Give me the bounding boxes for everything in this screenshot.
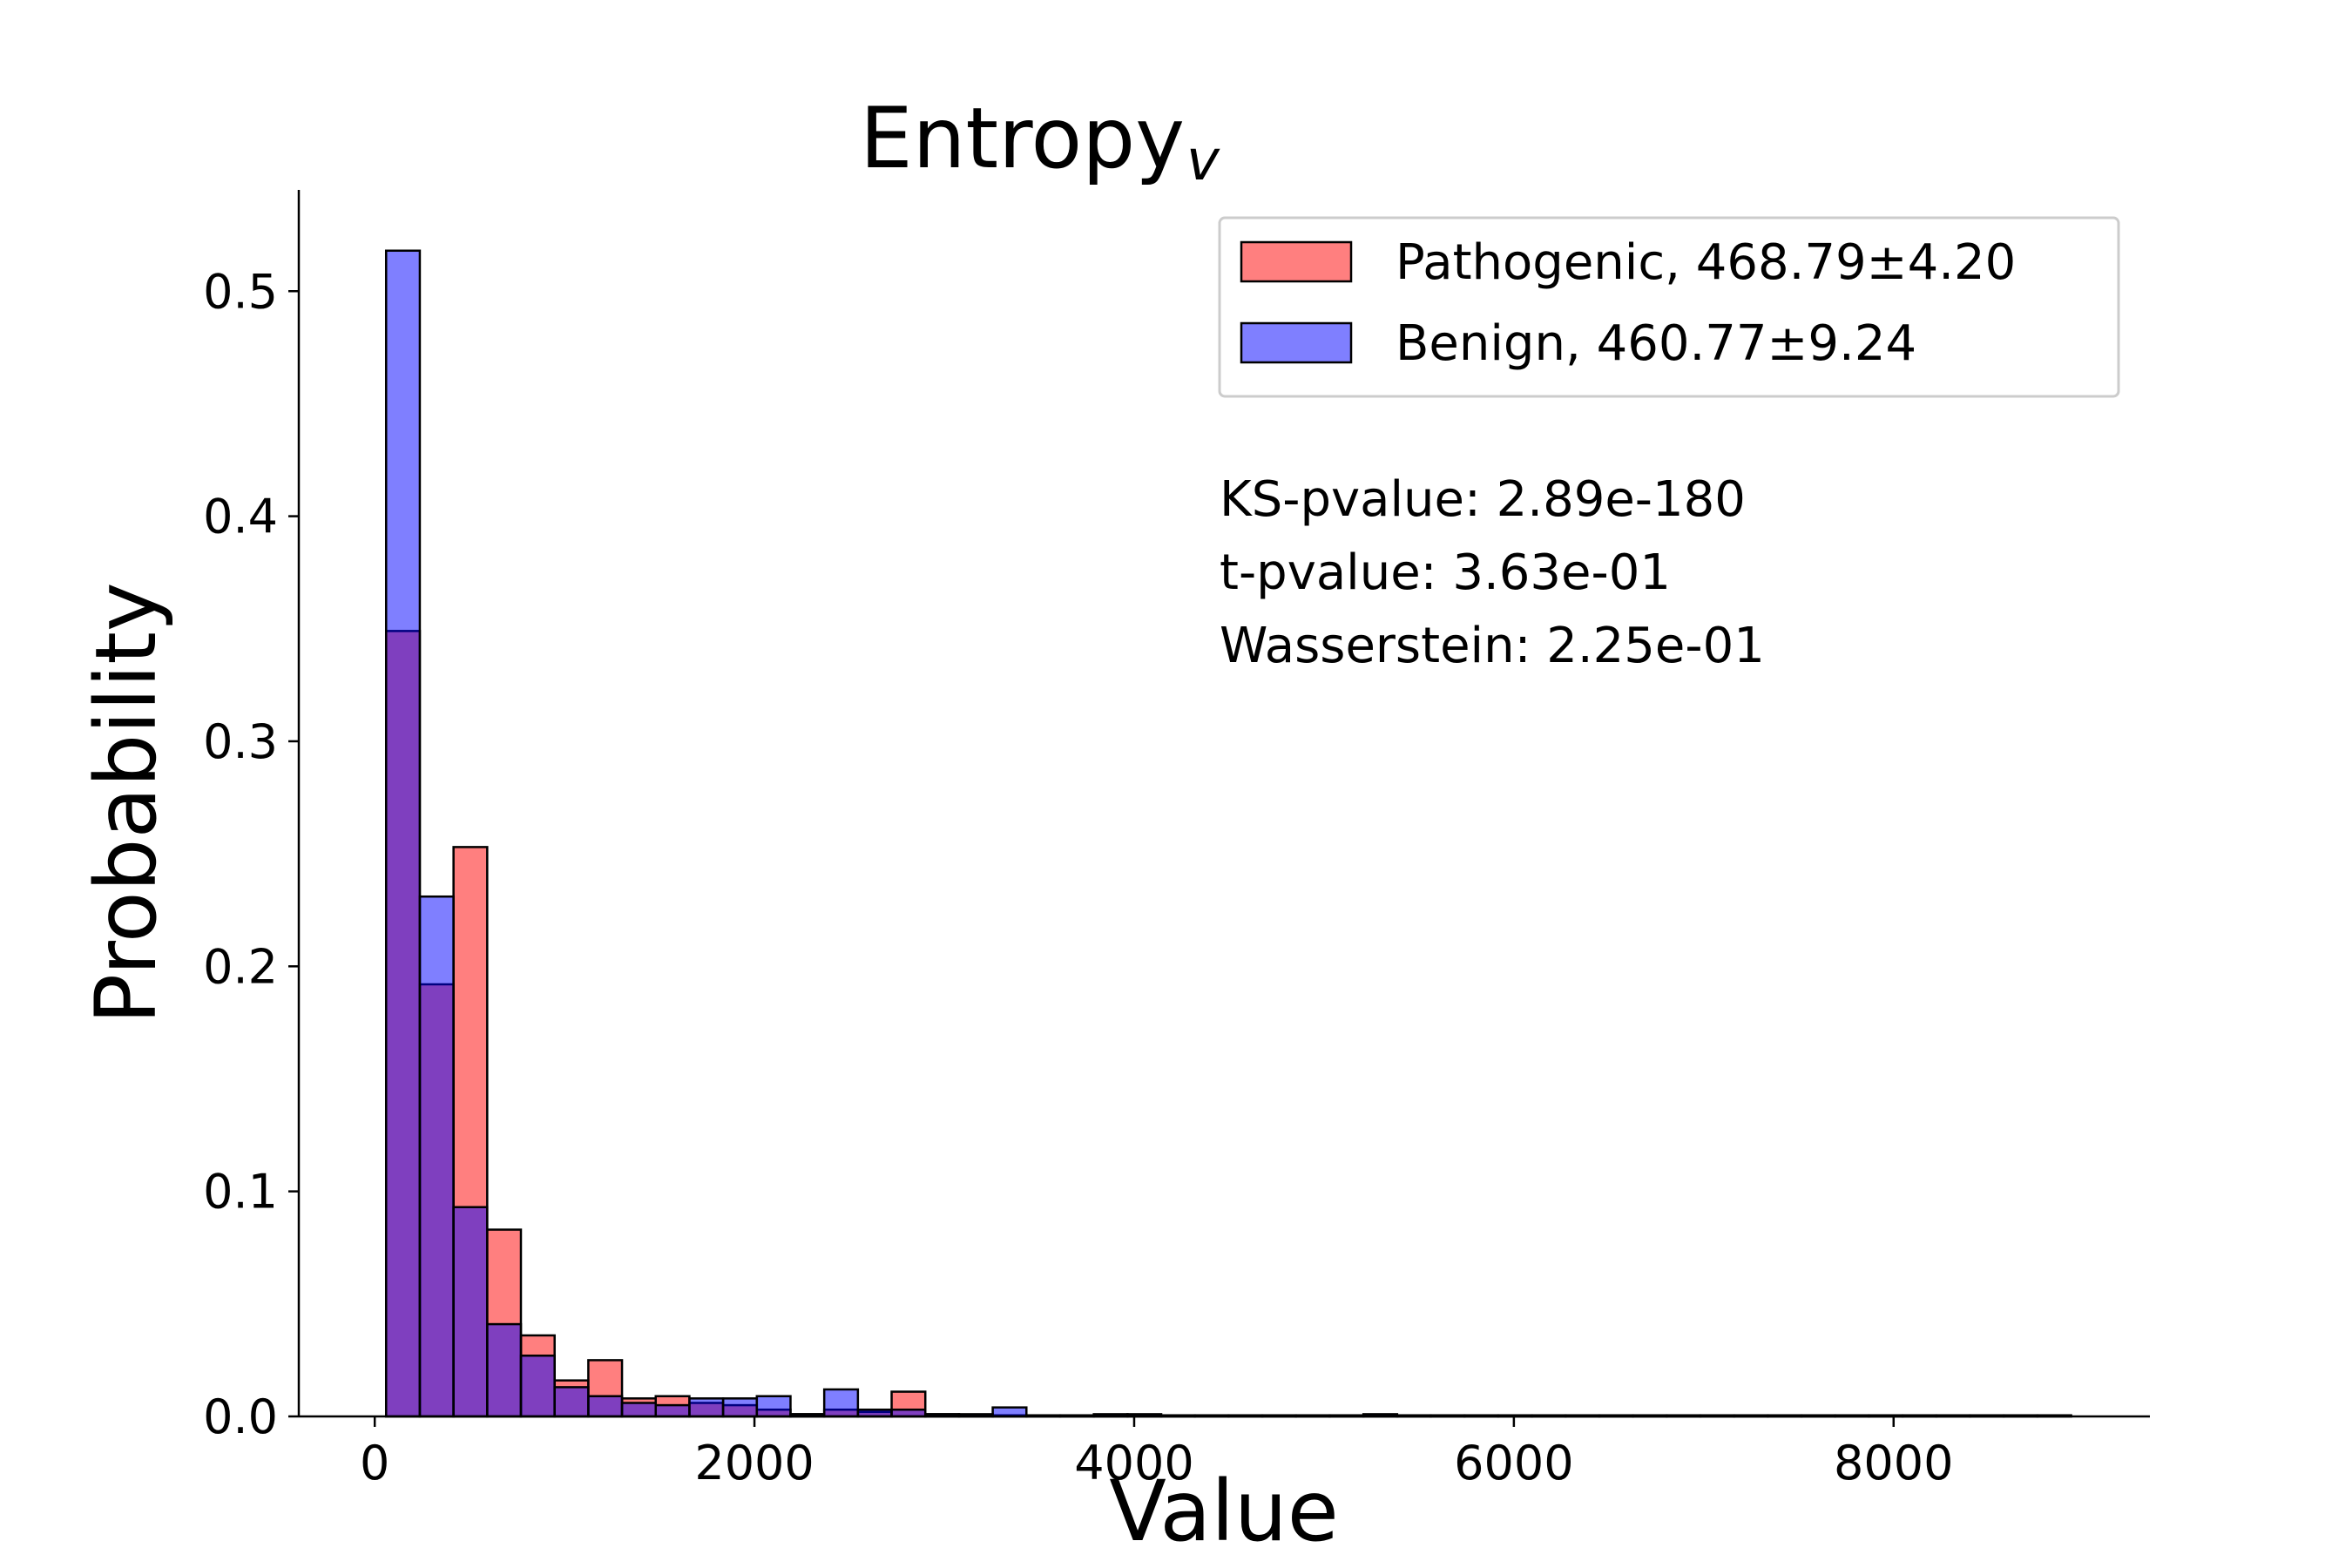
bar-benign-7 [620,1402,657,1418]
x-tick-label: 4000 [1074,1436,1193,1490]
t-pvalue-text: t-pvalue: 3.63e-01 [1220,544,1671,601]
bar-benign-11 [755,1395,792,1418]
ks-pvalue-text: KS-pvalue: 2.89e-180 [1220,471,1746,528]
bar-benign-18 [991,1406,1028,1418]
legend-label-benign: Benign, 460.77±9.24 [1396,315,1916,372]
legend-label-pathogenic: Pathogenic, 468.79±4.20 [1396,234,2016,291]
bar-benign-5 [553,1386,590,1418]
x-tick-label: 2000 [694,1436,814,1490]
y-axis-label: Probability [78,582,175,1024]
legend-frame [1218,216,2120,398]
y-tick-label: 0.0 [203,1389,278,1444]
histogram-bars [385,249,2072,1418]
bar-benign-13 [822,1388,860,1418]
y-tick-label: 0.2 [203,939,278,994]
bar-benign-2 [452,1206,489,1418]
y-tick-label: 0.3 [203,714,278,769]
bar-benign-4 [519,1354,556,1418]
y-tick-label: 0.4 [203,490,278,544]
y-tick-label: 0.5 [203,264,278,319]
x-tick-label: 6000 [1454,1436,1573,1490]
y-tick-label: 0.1 [203,1165,278,1220]
legend: Pathogenic, 468.79±4.20 Benign, 460.77±9… [1218,216,2120,398]
chart-title: Entropy [860,90,1185,187]
y-ticks: 0.0 0.1 0.2 0.3 0.4 0.5 [203,264,299,1444]
x-ticks: 0 2000 4000 6000 8000 [360,1416,1953,1490]
legend-swatch-pathogenic [1240,240,1353,283]
bar-benign-10 [721,1397,759,1418]
chart-title-subscript: v [1186,129,1220,193]
bar-benign-0 [385,249,422,1418]
x-tick-label: 8000 [1834,1436,1953,1490]
bar-benign-3 [486,1322,523,1418]
bar-benign-6 [587,1395,624,1418]
x-axis-label: Value [1109,1463,1339,1560]
bar-benign-1 [418,895,455,1418]
x-tick-label: 0 [360,1436,389,1490]
legend-swatch-benign [1240,321,1353,364]
wasserstein-text: Wasserstein: 2.25e-01 [1220,618,1765,674]
bar-benign-8 [654,1403,691,1418]
stats-annotation: KS-pvalue: 2.89e-180 t-pvalue: 3.63e-01 … [1220,471,1765,674]
axes [297,190,2150,1418]
bar-benign-9 [688,1397,725,1418]
